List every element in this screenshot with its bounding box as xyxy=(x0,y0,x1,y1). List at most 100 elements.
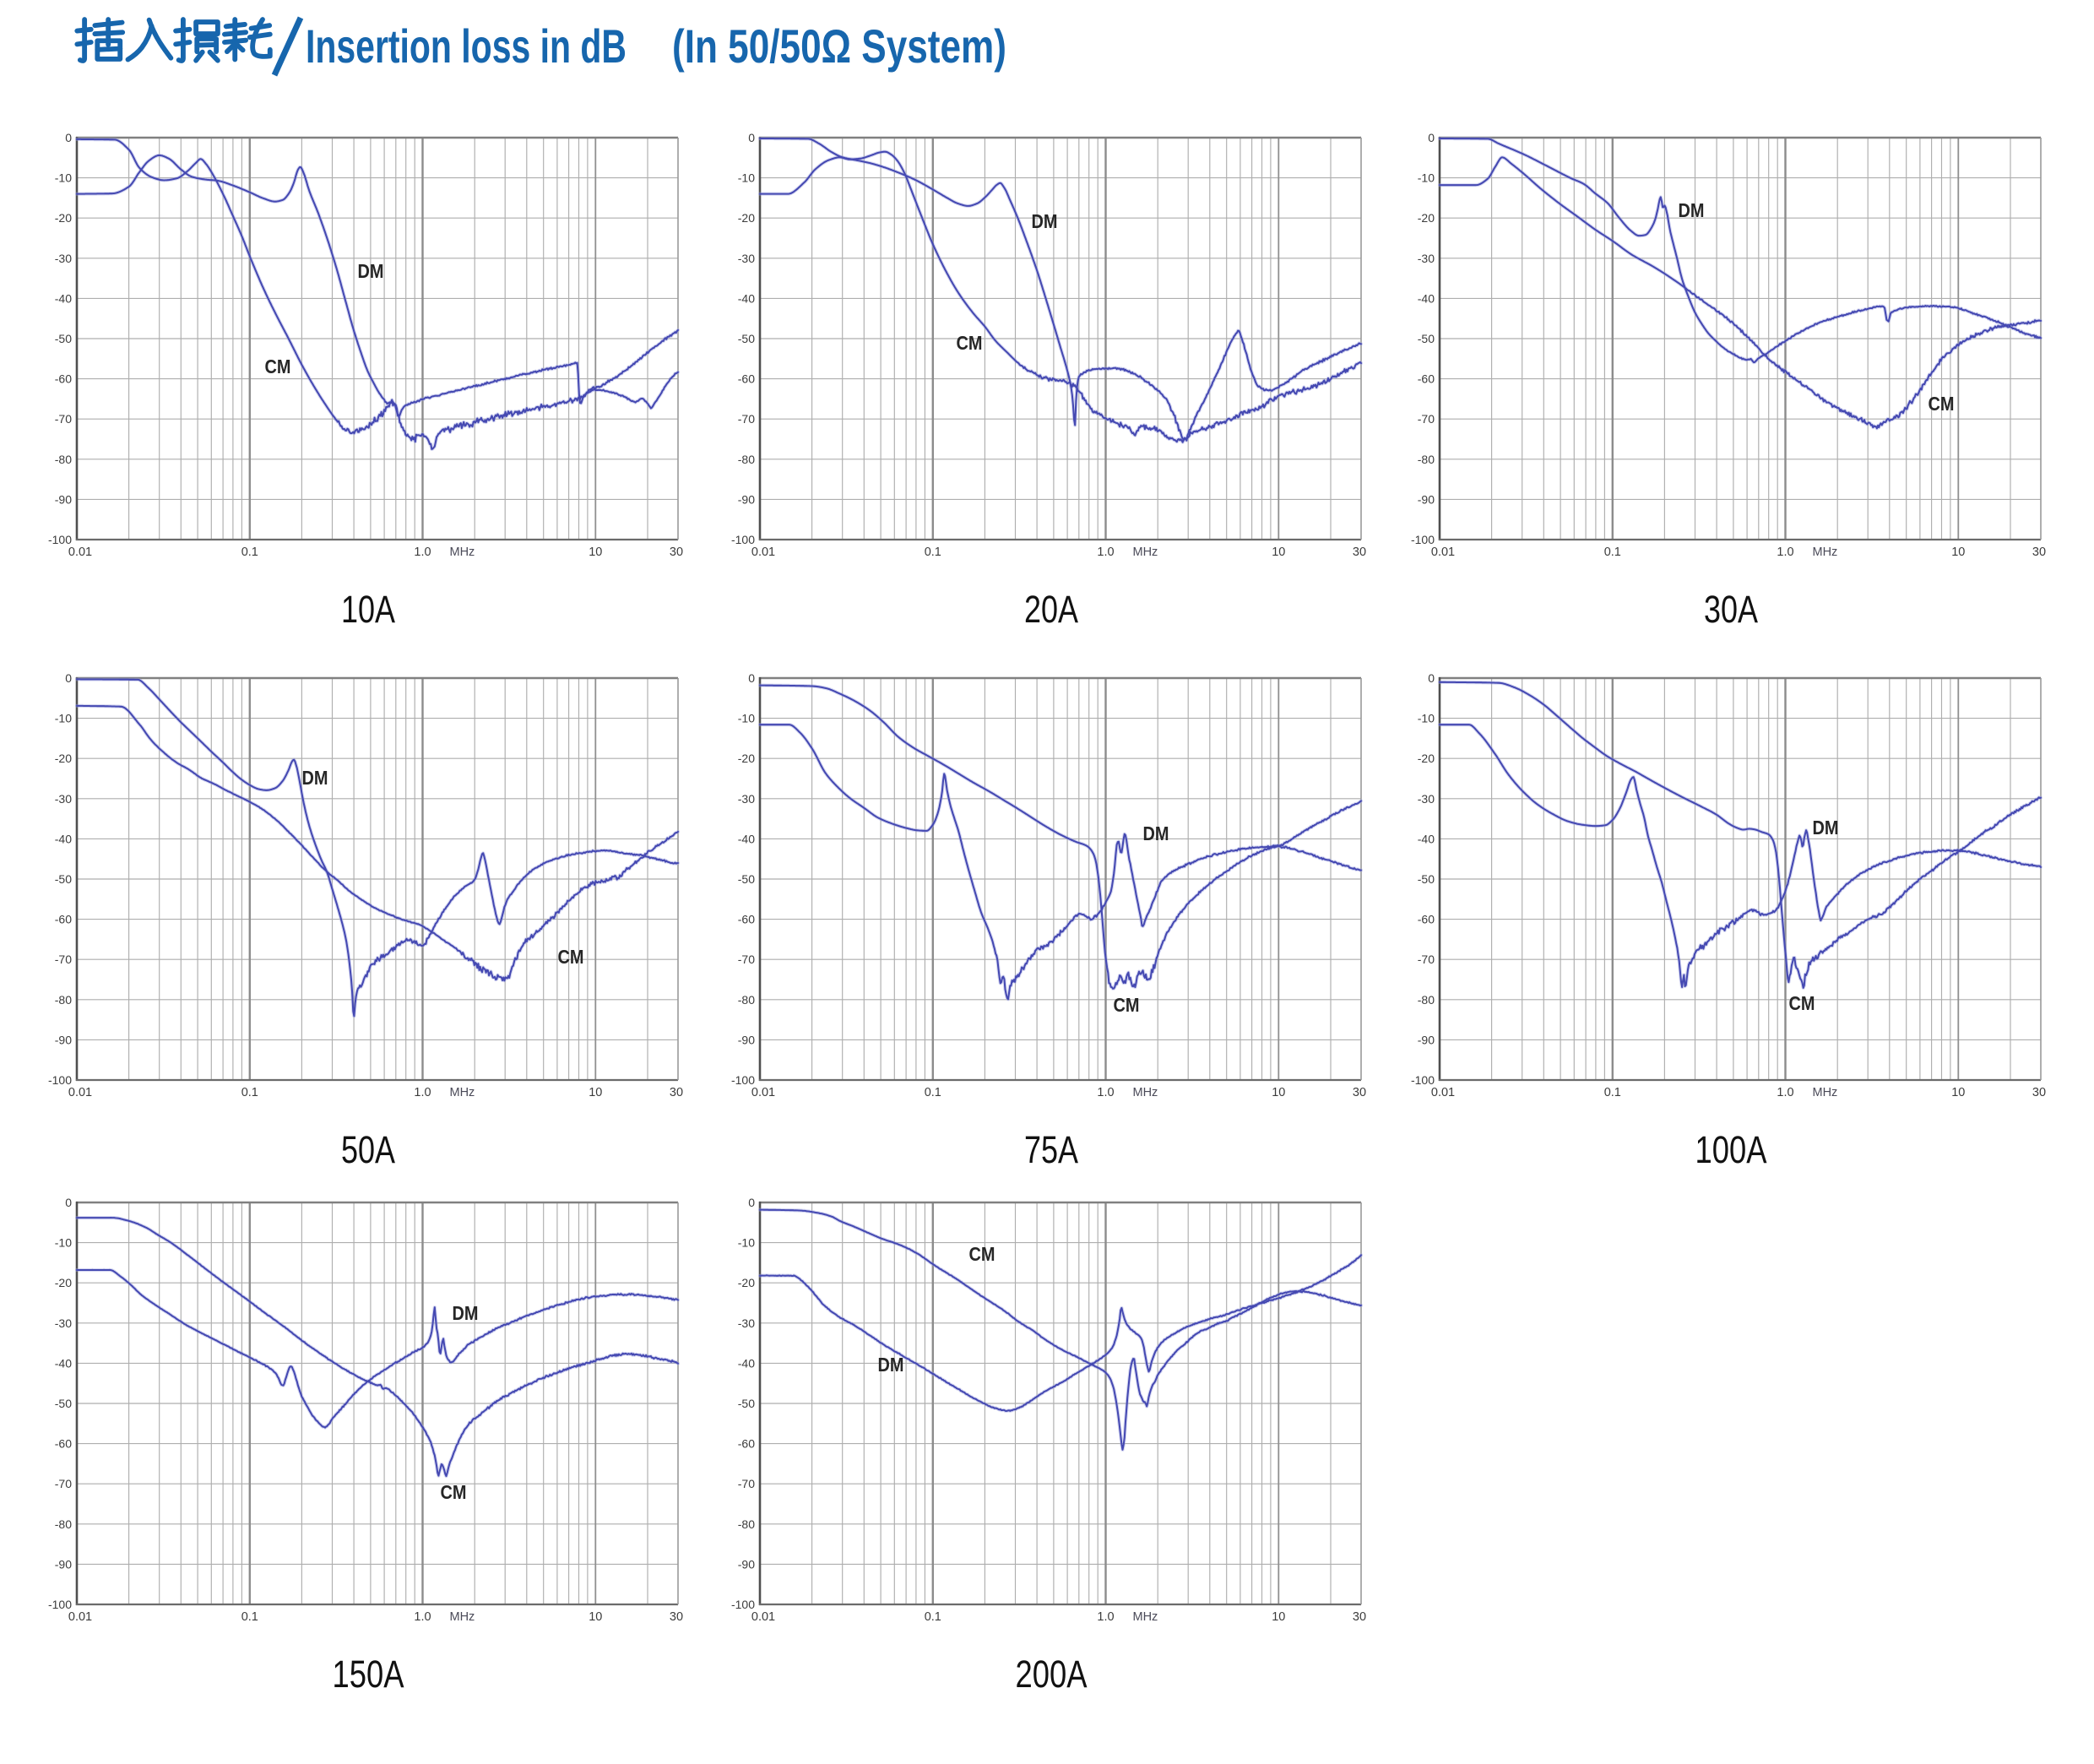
svg-text:30: 30 xyxy=(670,1086,683,1099)
svg-text:-80: -80 xyxy=(738,1517,755,1531)
svg-text:-10: -10 xyxy=(55,1236,72,1250)
svg-text:-30: -30 xyxy=(738,252,755,265)
svg-text:1.0: 1.0 xyxy=(414,1610,431,1624)
svg-text:-100: -100 xyxy=(731,533,755,546)
svg-text:30: 30 xyxy=(2032,545,2046,559)
svg-text:-10: -10 xyxy=(55,171,72,185)
svg-text:-40: -40 xyxy=(55,832,72,845)
svg-text:-60: -60 xyxy=(55,372,72,386)
svg-text:0.01: 0.01 xyxy=(751,545,775,559)
svg-text:30: 30 xyxy=(1353,1086,1366,1099)
svg-text:-10: -10 xyxy=(738,712,755,725)
svg-text:-50: -50 xyxy=(55,872,72,886)
svg-text:10: 10 xyxy=(589,1086,602,1099)
svg-text:1.0: 1.0 xyxy=(414,545,431,559)
svg-text:-100: -100 xyxy=(48,533,72,546)
svg-text:-90: -90 xyxy=(1418,492,1435,506)
svg-text:MHz: MHz xyxy=(1133,1086,1158,1099)
svg-text:-20: -20 xyxy=(55,752,72,765)
svg-text:0: 0 xyxy=(748,131,755,144)
svg-text:10: 10 xyxy=(1951,1086,1965,1099)
svg-text:-100: -100 xyxy=(48,1073,72,1087)
svg-text:DM: DM xyxy=(302,767,328,789)
svg-text:0.1: 0.1 xyxy=(925,1610,941,1624)
svg-text:-40: -40 xyxy=(1418,291,1435,305)
svg-text:-100: -100 xyxy=(48,1598,72,1611)
svg-text:0.01: 0.01 xyxy=(68,1610,92,1624)
svg-text:10A: 10A xyxy=(341,588,395,631)
svg-text:-100: -100 xyxy=(1411,533,1435,546)
svg-text:-20: -20 xyxy=(55,1276,72,1289)
svg-text:-50: -50 xyxy=(738,872,755,886)
svg-text:10: 10 xyxy=(1272,1610,1285,1624)
svg-text:-30: -30 xyxy=(1418,252,1435,265)
svg-text:-20: -20 xyxy=(738,211,755,225)
svg-text:-70: -70 xyxy=(1418,953,1435,966)
svg-text:0.01: 0.01 xyxy=(751,1610,775,1624)
svg-text:-20: -20 xyxy=(738,1276,755,1289)
svg-text:150A: 150A xyxy=(333,1653,404,1696)
svg-text:-80: -80 xyxy=(738,993,755,1007)
svg-text:0: 0 xyxy=(65,1196,72,1209)
svg-text:0.01: 0.01 xyxy=(751,1086,775,1099)
svg-text:CM: CM xyxy=(1114,994,1140,1016)
svg-text:MHz: MHz xyxy=(450,545,475,559)
svg-text:-30: -30 xyxy=(738,792,755,806)
svg-text:-20: -20 xyxy=(1418,752,1435,765)
svg-text:0: 0 xyxy=(748,671,755,685)
svg-text:-20: -20 xyxy=(55,211,72,225)
svg-text:0: 0 xyxy=(1428,131,1435,144)
svg-text:-80: -80 xyxy=(55,1517,72,1531)
svg-text:100A: 100A xyxy=(1695,1128,1767,1171)
svg-text:MHz: MHz xyxy=(1813,1086,1838,1099)
svg-text:-100: -100 xyxy=(731,1598,755,1611)
svg-text:MHz: MHz xyxy=(450,1086,475,1099)
svg-text:1.0: 1.0 xyxy=(1097,545,1114,559)
svg-text:0: 0 xyxy=(748,1196,755,1209)
svg-text:30: 30 xyxy=(670,1610,683,1624)
svg-text:-10: -10 xyxy=(738,171,755,185)
svg-text:-30: -30 xyxy=(1418,792,1435,806)
svg-text:200A: 200A xyxy=(1016,1653,1088,1696)
svg-text:-80: -80 xyxy=(1418,993,1435,1007)
svg-text:MHz: MHz xyxy=(1813,545,1838,559)
svg-text:0: 0 xyxy=(65,671,72,685)
svg-text:-80: -80 xyxy=(55,453,72,466)
svg-text:-40: -40 xyxy=(738,832,755,845)
svg-text:-100: -100 xyxy=(731,1073,755,1087)
svg-text:DM: DM xyxy=(1679,199,1705,221)
svg-text:-60: -60 xyxy=(738,1437,755,1451)
svg-text:(In 50/50Ω System): (In 50/50Ω System) xyxy=(672,19,1006,73)
svg-text:CM: CM xyxy=(558,946,584,968)
svg-text:0.01: 0.01 xyxy=(68,545,92,559)
svg-text:30A: 30A xyxy=(1704,588,1758,631)
svg-text:-50: -50 xyxy=(738,332,755,345)
svg-text:0.01: 0.01 xyxy=(1431,1086,1455,1099)
svg-text:-10: -10 xyxy=(738,1236,755,1250)
svg-text:-70: -70 xyxy=(55,412,72,426)
svg-text:-50: -50 xyxy=(1418,332,1435,345)
svg-text:75A: 75A xyxy=(1024,1128,1078,1171)
svg-text:10: 10 xyxy=(1951,545,1965,559)
svg-text:-80: -80 xyxy=(738,453,755,466)
svg-text:-60: -60 xyxy=(1418,372,1435,386)
svg-text:0.1: 0.1 xyxy=(241,1610,258,1624)
svg-text:1.0: 1.0 xyxy=(1097,1610,1114,1624)
svg-text:Insertion loss in dB: Insertion loss in dB xyxy=(306,19,627,73)
svg-text:-60: -60 xyxy=(738,372,755,386)
svg-text:0: 0 xyxy=(1428,671,1435,685)
svg-text:-90: -90 xyxy=(55,1557,72,1571)
svg-text:-60: -60 xyxy=(1418,913,1435,926)
svg-text:1.0: 1.0 xyxy=(414,1086,431,1099)
svg-text:10: 10 xyxy=(589,1610,602,1624)
svg-text:CM: CM xyxy=(441,1481,467,1503)
svg-text:1.0: 1.0 xyxy=(1097,1086,1114,1099)
svg-text:-100: -100 xyxy=(1411,1073,1435,1087)
svg-text:0.1: 0.1 xyxy=(1604,1086,1621,1099)
svg-text:-90: -90 xyxy=(55,1033,72,1046)
svg-text:DM: DM xyxy=(453,1302,479,1324)
svg-text:10: 10 xyxy=(589,545,602,559)
svg-text:-50: -50 xyxy=(1418,872,1435,886)
svg-text:0.1: 0.1 xyxy=(925,1086,941,1099)
svg-text:-50: -50 xyxy=(55,1397,72,1410)
